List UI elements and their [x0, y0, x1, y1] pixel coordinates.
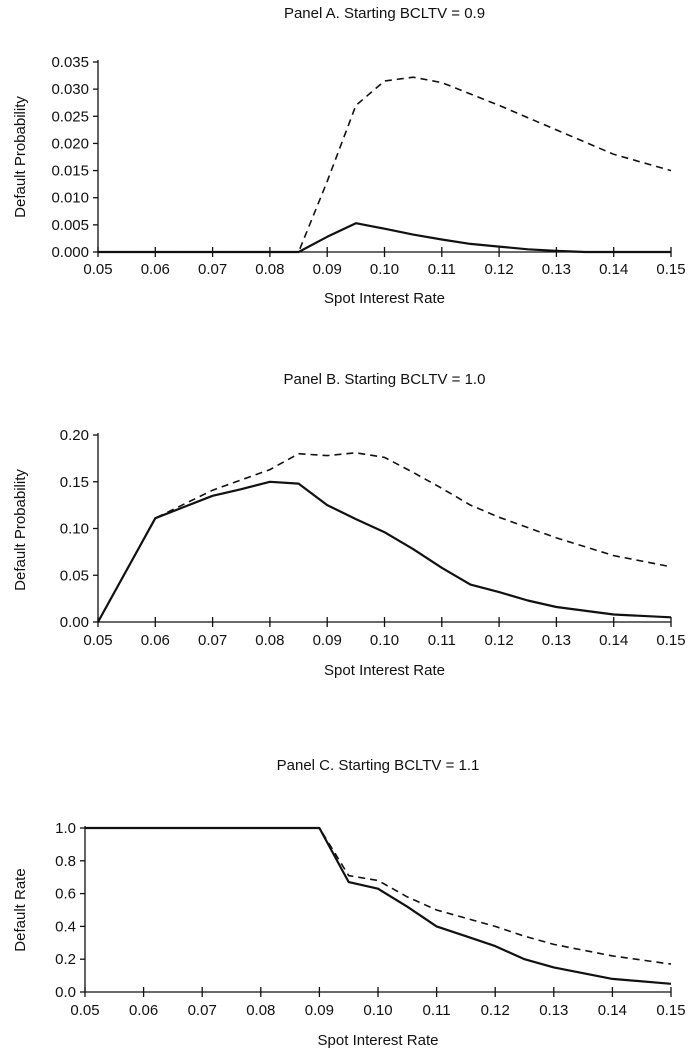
x-tick-label: 0.08 [255, 632, 284, 649]
chart-panel-1: Panel B. Starting BCLTV = 1.00.000.050.1… [12, 371, 686, 679]
chart-panel-2: Panel C. Starting BCLTV = 1.1 0.0 0.2 0.4 0.… [12, 757, 686, 1049]
x-tick-label: 0.09 [305, 1002, 334, 1019]
y-axis-label: Default Rate [12, 868, 29, 951]
y-tick-label: 0.000 [51, 244, 89, 261]
y-tick-label: 0.035 [51, 54, 89, 71]
chart-panel-0: Panel A. Starting BCLTV = 0.9 0.000 0.005 0… [12, 5, 686, 307]
series-line-solid [85, 826, 672, 985]
x-tick-label: 0.12 [484, 632, 513, 649]
x-tick-label: 0.10 [370, 632, 399, 649]
x-tick-label: 0.14 [599, 632, 628, 649]
y-tick-label: 0.2 [55, 951, 76, 968]
x-tick-label: 0.11 [423, 1002, 451, 1019]
series-line-solid [98, 222, 671, 254]
x-tick-label: 0.15 [656, 632, 685, 649]
y-tick-label: 0.6 [55, 886, 76, 903]
y-tick-label: 0.10 [60, 521, 89, 538]
chart-title: Panel A. Starting BCLTV = 0.9 [284, 5, 485, 22]
x-tick-label: 0.05 [83, 632, 112, 649]
series-line-solid [97, 480, 672, 623]
y-axis-label: Default Probability [12, 96, 29, 218]
chart-title: Panel C. Starting BCLTV = 1.1 [277, 757, 480, 774]
x-tick-label: 0.07 [198, 632, 227, 649]
series-line-dashed [98, 76, 672, 253]
y-tick-label: 0.20 [60, 427, 89, 444]
x-axis-label: Spot Interest Rate [324, 290, 445, 307]
x-tick-label: 0.13 [542, 261, 571, 278]
x-tick-label: 0.05 [70, 1002, 99, 1019]
x-tick-label: 0.08 [255, 261, 284, 278]
x-tick-label: 0.08 [246, 1002, 275, 1019]
x-tick-label: 0.11 [428, 632, 456, 649]
x-tick-label: 0.13 [542, 632, 571, 649]
y-tick-label: 0.015 [51, 163, 89, 180]
x-tick-label: 0.10 [363, 1002, 392, 1019]
y-tick-label: 0.005 [51, 217, 89, 234]
x-tick-label: 0.07 [198, 261, 227, 278]
y-tick-label: 0.00 [60, 614, 89, 631]
y-tick-label: 0.15 [60, 474, 89, 491]
y-tick-label: 0.4 [55, 918, 76, 935]
y-axis-label: Default Probability [12, 469, 29, 591]
y-tick-label: 0.05 [60, 567, 89, 584]
y-tick-label: 0.030 [51, 81, 89, 98]
x-tick-label: 0.14 [598, 1002, 627, 1019]
x-axis-label: Spot Interest Rate [318, 1032, 439, 1049]
x-tick-label: 0.13 [539, 1002, 568, 1019]
x-tick-label: 0.07 [188, 1002, 217, 1019]
x-axis-label: Spot Interest Rate [324, 662, 445, 679]
y-tick-label: 0.0 [55, 984, 76, 1001]
chart-title: Panel B. Starting BCLTV = 1.0 [284, 371, 486, 388]
x-tick-label: 0.06 [129, 1002, 158, 1019]
x-tick-label: 0.12 [484, 261, 513, 278]
series-line-dashed [97, 451, 672, 623]
y-tick-label: 0.025 [51, 108, 89, 125]
x-tick-label: 0.14 [599, 261, 628, 278]
y-tick-label: 0.010 [51, 190, 89, 207]
x-tick-label: 0.05 [83, 261, 112, 278]
x-tick-label: 0.15 [656, 261, 685, 278]
x-tick-label: 0.12 [481, 1002, 510, 1019]
y-tick-label: 0.8 [55, 853, 76, 870]
series-line-dashed [85, 827, 672, 965]
y-tick-label: 1.0 [55, 820, 76, 837]
x-tick-label: 0.06 [141, 261, 170, 278]
x-tick-label: 0.10 [370, 261, 399, 278]
x-tick-label: 0.15 [656, 1002, 685, 1019]
x-tick-label: 0.06 [141, 632, 170, 649]
x-tick-label: 0.11 [428, 261, 456, 278]
y-tick-label: 0.020 [51, 135, 89, 152]
x-tick-label: 0.09 [313, 632, 342, 649]
x-tick-label: 0.09 [313, 261, 342, 278]
